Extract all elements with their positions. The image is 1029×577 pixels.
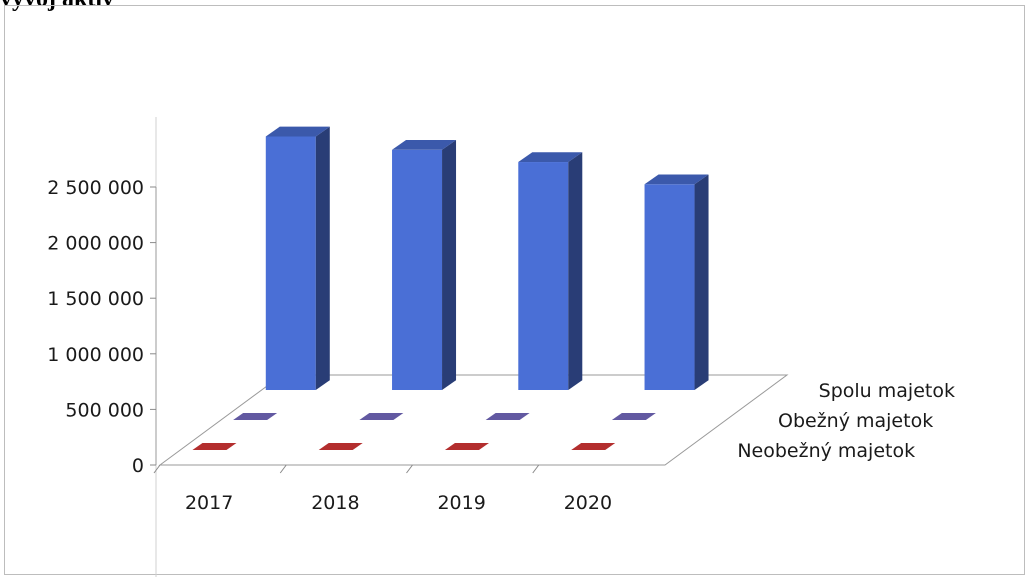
x-tick-mark [406, 464, 413, 474]
x-tick-mark [279, 464, 287, 474]
x-tick-label: 2018 [311, 492, 359, 514]
bar-top-face [392, 140, 457, 150]
bar-top-face [265, 126, 330, 137]
x-tick-label: 2017 [185, 492, 233, 514]
y-tick-label: 2 000 000 [47, 233, 144, 255]
bar-front-face [644, 184, 695, 390]
bar-top-face [233, 413, 278, 420]
bar-front-face [265, 136, 316, 390]
bar-top-face [359, 413, 404, 420]
bar-top-face [318, 443, 363, 450]
bar-top-face [192, 443, 237, 450]
y-tick-group: 0 500 000 1 000 000 1 500 000 2 000 000 2 500… [47, 177, 156, 477]
y-tick-label: 0 [132, 455, 144, 477]
bar-top-face [571, 443, 616, 450]
bar-top-face [444, 443, 489, 450]
x-tick-label: 2019 [437, 492, 485, 514]
bar-top-face [611, 413, 656, 420]
chart-heading: vývoj aktív [0, 0, 114, 13]
depth-label-group: Neobežný majetok Obežný majetok Spolu maje… [737, 380, 955, 462]
bar-side-face [315, 126, 330, 390]
bar-front-face [392, 149, 443, 390]
series-depth-label: Obežný majetok [778, 410, 933, 432]
bar-side-face [694, 174, 709, 390]
y-tick-label: 1 000 000 [47, 344, 144, 366]
chart-floor [158, 374, 789, 466]
bar-side-face [568, 152, 583, 390]
x-tick-mark [153, 464, 161, 474]
chart-frame [4, 5, 1025, 575]
series-depth-label: Neobežný majetok [737, 440, 915, 462]
x-tick-mark [532, 464, 540, 474]
x-tick-label: 2020 [564, 492, 612, 514]
category-label-group: 2017 2018 2019 2020 [153, 464, 612, 514]
axes-group [155, 117, 789, 577]
bar-front-face [518, 162, 569, 390]
bar-top-face [485, 413, 530, 420]
bar-top-face [644, 174, 709, 185]
y-tick-label: 500 000 [65, 399, 144, 421]
bar-top-face [518, 152, 583, 163]
y-tick-label: 1 500 000 [47, 288, 144, 310]
bars-group [192, 126, 709, 450]
bar-side-face [442, 140, 457, 390]
y-tick-label: 2 500 000 [47, 177, 144, 199]
series-depth-label: Spolu majetok [819, 380, 955, 402]
